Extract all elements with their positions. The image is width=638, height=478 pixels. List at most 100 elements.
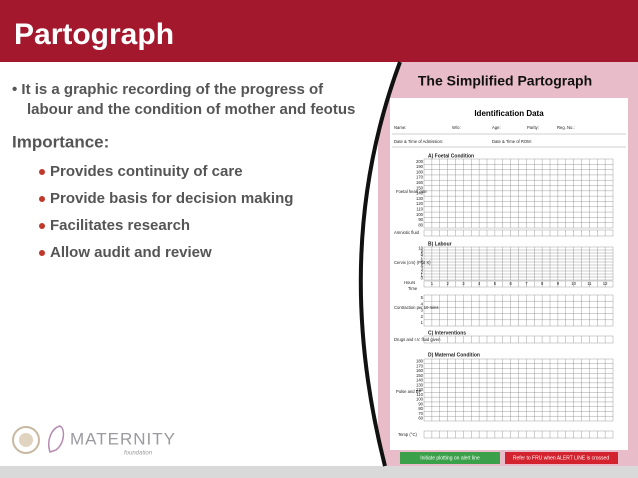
bullet: • It is a graphic recording of the progr… bbox=[12, 81, 324, 98]
tick-label: 140 bbox=[416, 378, 424, 383]
tick-label: 10 bbox=[418, 246, 423, 251]
label: Temp (°C) bbox=[398, 432, 417, 437]
sub-bullet: Facilitates research bbox=[50, 217, 190, 234]
field-label: Name: bbox=[394, 125, 406, 130]
tick-label: 1 bbox=[421, 320, 424, 325]
hour-label: 2 bbox=[446, 281, 449, 286]
heading: Importance: bbox=[12, 132, 109, 151]
tick-label: 0 bbox=[421, 276, 424, 281]
tick-label: 150 bbox=[416, 373, 424, 378]
form: Identification Data Name: W/o: Age: Parity:… bbox=[392, 109, 626, 439]
hour-label: 8 bbox=[541, 281, 544, 286]
tick-label: 110 bbox=[416, 207, 423, 212]
label: Contraction per 10 mins bbox=[394, 305, 438, 310]
title: Partograph bbox=[14, 18, 174, 51]
tick-label: 9 bbox=[421, 249, 424, 254]
tick-label: 1 bbox=[421, 273, 424, 278]
tick-label: 8 bbox=[421, 252, 424, 257]
hour-label: 1 bbox=[431, 281, 434, 286]
label: Amniotic fluid bbox=[394, 230, 420, 235]
tick-label: 160 bbox=[416, 180, 424, 185]
logo-subtext: foundation bbox=[124, 451, 153, 457]
tick-label: 2 bbox=[421, 314, 424, 319]
label: Time bbox=[408, 286, 418, 291]
red-box-text: Refer to FRU when ALERT LINE is crossed bbox=[513, 455, 609, 461]
tick-label: 90 bbox=[418, 217, 423, 222]
sub-bullets: Provides continuity of care Provide basis… bbox=[39, 163, 293, 261]
hour-label: 12 bbox=[603, 281, 608, 286]
tick-label: 140 bbox=[416, 191, 424, 196]
tick-label: 5 bbox=[421, 295, 424, 300]
emblem bbox=[12, 426, 40, 454]
bullet-dot bbox=[39, 196, 45, 202]
label: Drugs and I.V. fluid given bbox=[394, 337, 441, 342]
hour-label: 5 bbox=[494, 281, 497, 286]
sub-bullet: Provides continuity of care bbox=[50, 163, 243, 180]
tick-label: 2 bbox=[421, 270, 424, 275]
label: B) Labour bbox=[428, 241, 452, 247]
tick-label: 6 bbox=[421, 258, 424, 263]
tick-label: 130 bbox=[416, 382, 424, 387]
tick-label: 100 bbox=[416, 397, 424, 402]
bullet-dot bbox=[39, 250, 45, 256]
tick-label: 80 bbox=[418, 406, 423, 411]
field-label: Date & Time of Admission: bbox=[394, 139, 443, 144]
label: C) Interventions bbox=[428, 330, 466, 336]
field-label: Date & Time of ROM: bbox=[492, 139, 532, 144]
tick-label: 100 bbox=[416, 212, 424, 217]
tick-label: 130 bbox=[416, 196, 424, 201]
tick-label: 7 bbox=[421, 255, 424, 260]
hour-label: 7 bbox=[525, 281, 528, 286]
tick-label: 80 bbox=[418, 222, 423, 227]
tick-label: 170 bbox=[416, 175, 424, 180]
label: A) Foetal Condition bbox=[428, 153, 474, 159]
image-title: The Simplified Partograph bbox=[418, 73, 592, 89]
tick-label: 180 bbox=[416, 358, 424, 363]
tick-label: 120 bbox=[416, 387, 424, 392]
footer-strip bbox=[0, 466, 638, 478]
tick-label: 180 bbox=[416, 169, 424, 174]
tick-label: 3 bbox=[421, 267, 424, 272]
tick-label: 4 bbox=[421, 264, 424, 269]
sub-bullet: Allow audit and review bbox=[50, 244, 212, 261]
field-label: Age: bbox=[492, 125, 501, 130]
hour-label: 11 bbox=[587, 281, 592, 286]
logo-text: MATERNITY bbox=[70, 429, 176, 448]
sub-bullet: Provide basis for decision making bbox=[50, 190, 293, 207]
tick-label: 190 bbox=[416, 164, 424, 169]
hour-label: 3 bbox=[462, 281, 465, 286]
emblem bbox=[19, 433, 33, 447]
field-label: Reg. No.: bbox=[557, 125, 575, 130]
hour-label: 9 bbox=[557, 281, 560, 286]
curve-mask bbox=[360, 62, 400, 466]
tick-label: 200 bbox=[416, 159, 424, 164]
tick-label: 120 bbox=[416, 201, 424, 206]
tick-label: 90 bbox=[418, 401, 423, 406]
green-box bbox=[400, 452, 500, 464]
tick-label: 70 bbox=[418, 411, 423, 416]
hour-label: 10 bbox=[571, 281, 576, 286]
hour-label: 6 bbox=[509, 281, 512, 286]
label: D) Maternal Condition bbox=[428, 352, 480, 358]
bullet-dot bbox=[39, 223, 45, 229]
label: Hours bbox=[404, 280, 415, 285]
bullet: labour and the condition of mother and f… bbox=[27, 101, 355, 118]
header-bar bbox=[0, 0, 638, 62]
tick-label: 4 bbox=[421, 301, 424, 306]
form-heading: Identification Data bbox=[474, 109, 544, 118]
hour-label: 4 bbox=[478, 281, 481, 286]
label: Foetal heart rate bbox=[396, 189, 427, 194]
label: Cervix (cm) (Plot X) bbox=[394, 260, 431, 265]
tick-label: 160 bbox=[416, 368, 424, 373]
field-label: W/o: bbox=[452, 125, 461, 130]
field-label: Parity: bbox=[527, 125, 539, 130]
label: Pulse and BP bbox=[396, 389, 422, 394]
tick-label: 3 bbox=[421, 308, 424, 313]
curve bbox=[358, 61, 402, 467]
tick-label: 5 bbox=[421, 261, 424, 266]
logo-mark bbox=[48, 425, 65, 453]
tick-label: 170 bbox=[416, 363, 424, 368]
green-box-text: Initiate plotting on alert line bbox=[420, 455, 480, 461]
logo: MATERNITY foundation bbox=[12, 425, 176, 457]
